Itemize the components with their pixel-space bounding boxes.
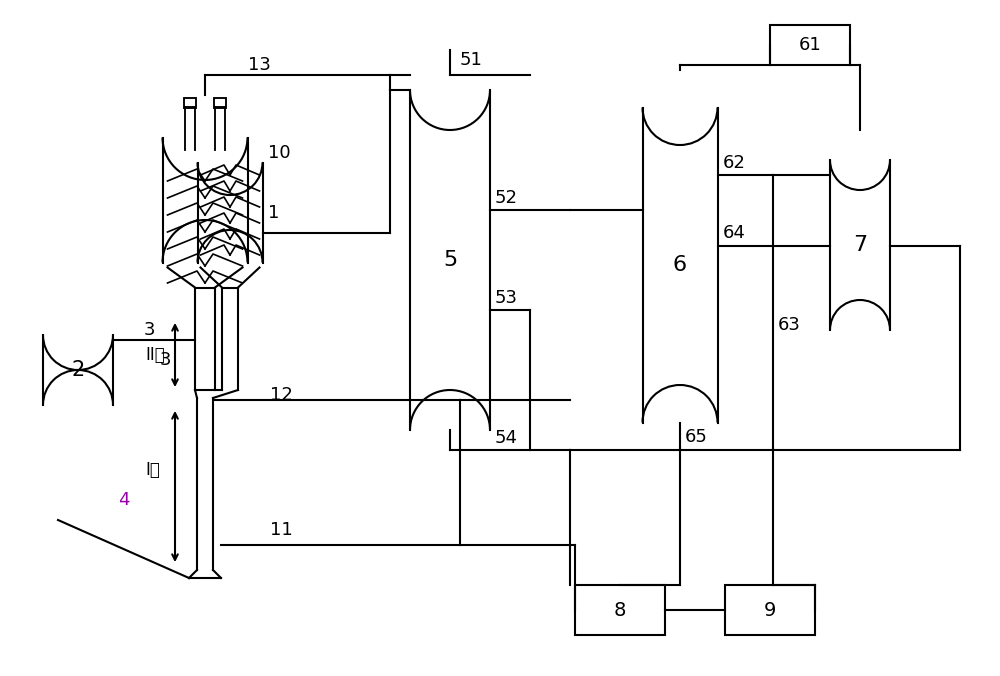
- Text: 53: 53: [495, 289, 518, 308]
- Text: 54: 54: [495, 429, 518, 447]
- Text: 13: 13: [248, 56, 271, 74]
- Text: 9: 9: [764, 600, 776, 619]
- Text: II区: II区: [145, 346, 165, 364]
- Text: 3: 3: [159, 351, 171, 369]
- Text: 65: 65: [685, 429, 708, 447]
- Bar: [725, 585, 815, 635]
- Text: 4: 4: [118, 491, 130, 509]
- Text: 8: 8: [614, 600, 626, 619]
- Bar: [770, 25, 850, 65]
- Text: 2: 2: [71, 360, 85, 380]
- Text: 10: 10: [268, 143, 290, 162]
- Text: 12: 12: [270, 386, 293, 404]
- Text: 51: 51: [460, 51, 483, 69]
- Bar: [184, 98, 196, 108]
- Text: 52: 52: [495, 189, 518, 207]
- Text: 61: 61: [799, 36, 821, 54]
- Bar: [575, 585, 665, 635]
- Text: 6: 6: [673, 255, 687, 275]
- Bar: [214, 98, 226, 108]
- Text: 63: 63: [778, 316, 800, 334]
- Text: I区: I区: [145, 461, 160, 479]
- Text: 64: 64: [722, 224, 745, 243]
- Text: 3: 3: [144, 321, 155, 339]
- Text: 5: 5: [443, 250, 457, 270]
- Text: 62: 62: [722, 154, 745, 172]
- Text: 1: 1: [268, 203, 279, 222]
- Text: 11: 11: [270, 521, 293, 539]
- Text: 7: 7: [853, 235, 867, 255]
